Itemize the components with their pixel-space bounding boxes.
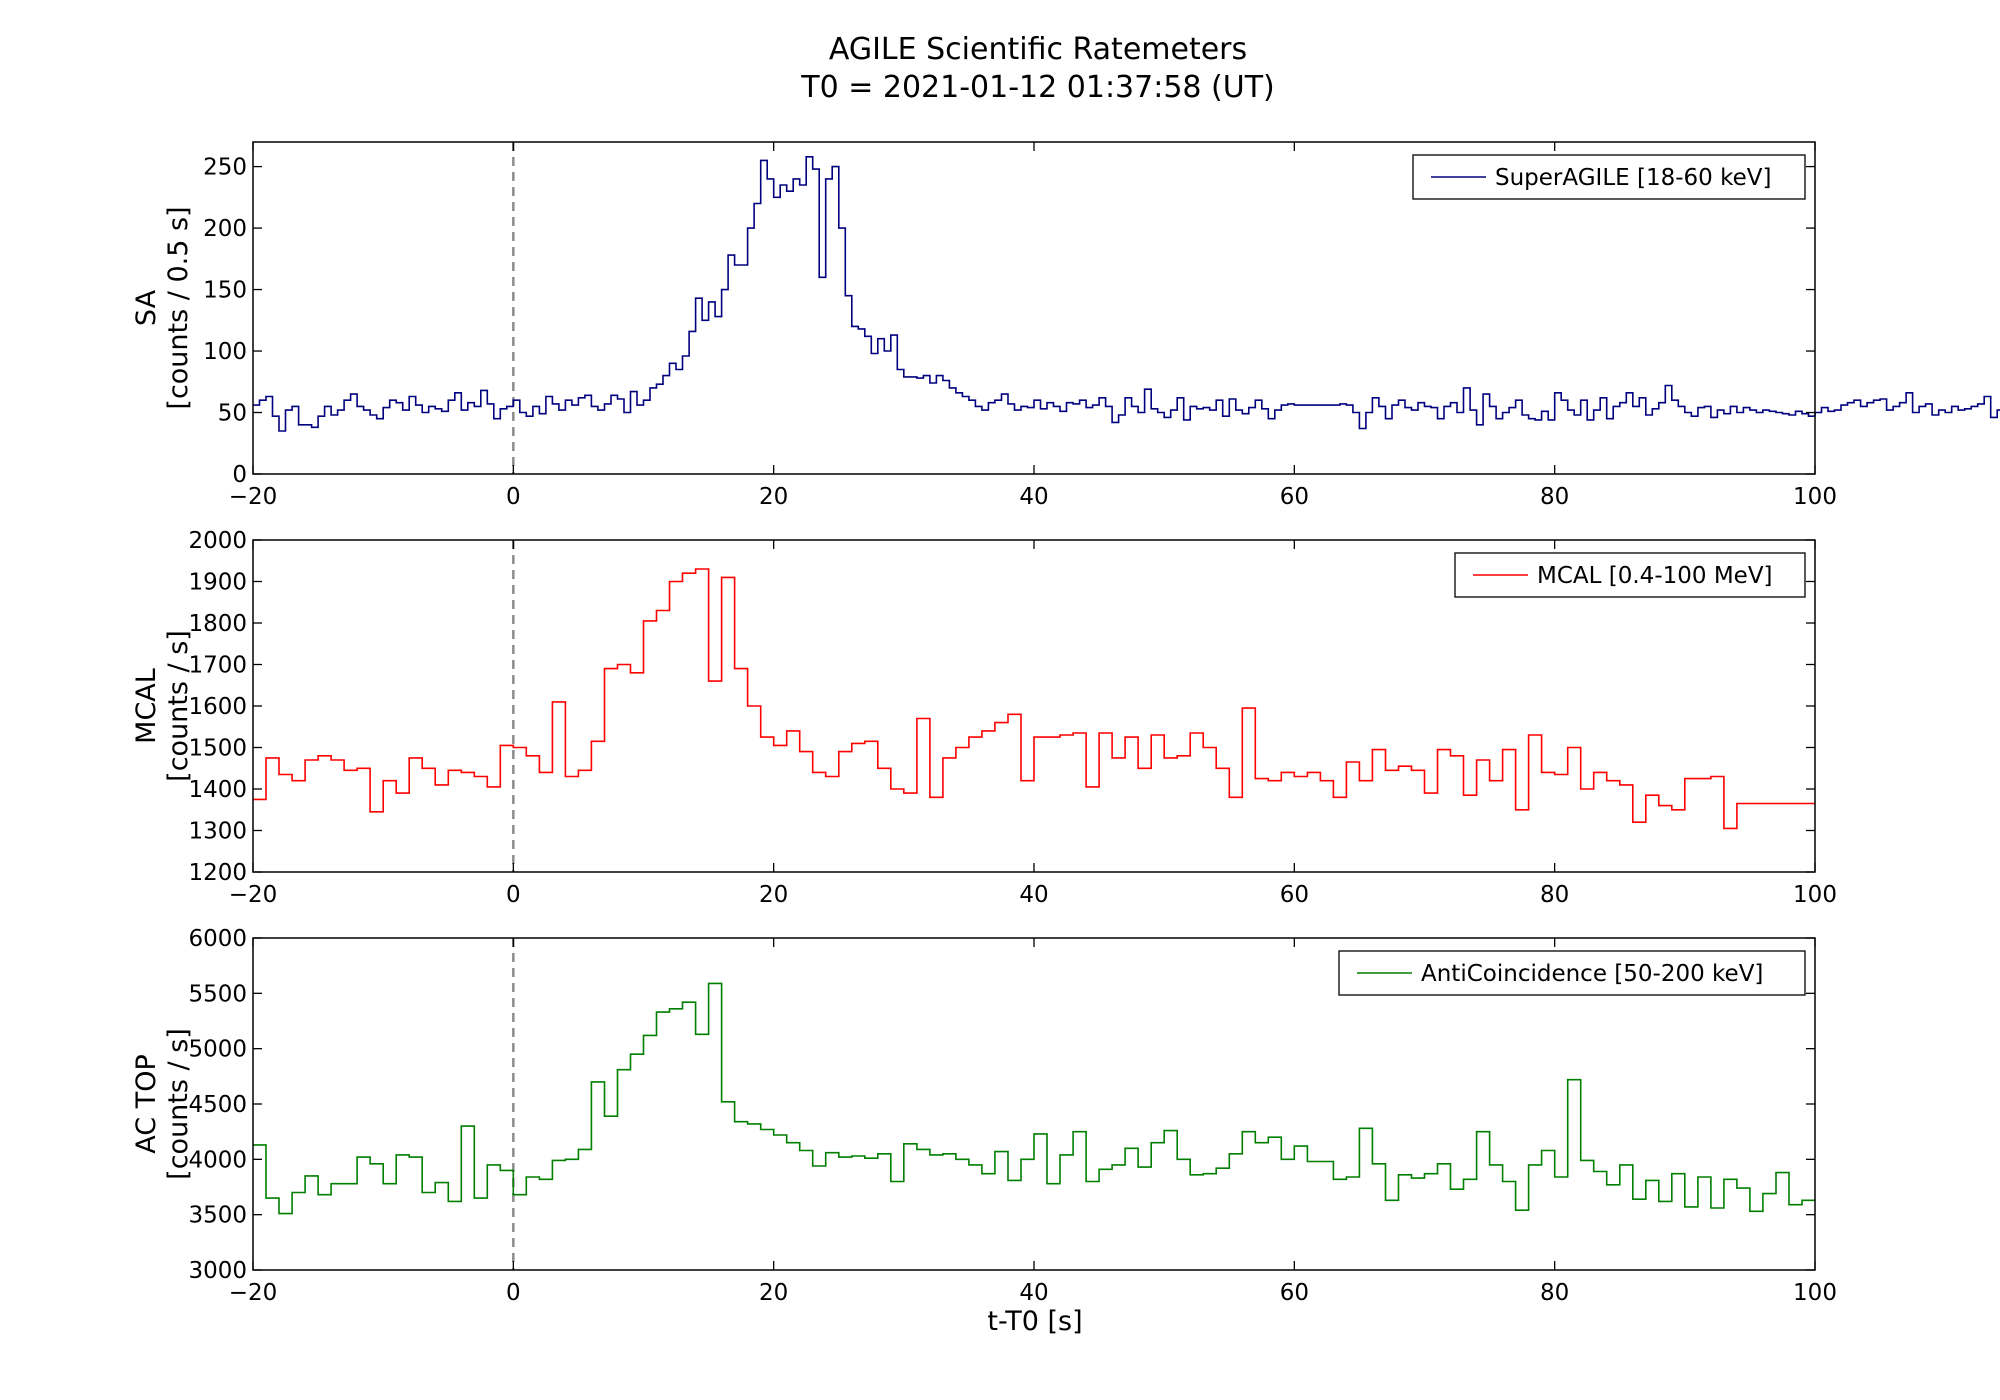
y-tick-label: 5000 xyxy=(188,1037,247,1063)
x-tick-label: 100 xyxy=(1793,882,1837,908)
y-tick-label: 4000 xyxy=(188,1147,247,1173)
x-tick-label: 100 xyxy=(1793,1280,1837,1306)
y-tick-label: 150 xyxy=(203,278,247,304)
series-line-2-0 xyxy=(253,982,1815,1215)
y-tick-label: 5500 xyxy=(188,981,247,1007)
y-tick-label: 1600 xyxy=(188,694,247,720)
y-tick-label: 200 xyxy=(203,216,247,242)
y-tick-label: 1400 xyxy=(188,777,247,803)
x-tick-label: 60 xyxy=(1280,484,1309,510)
y-tick-label: 50 xyxy=(218,401,247,427)
legend-box xyxy=(1338,950,1806,996)
x-tick-label: 20 xyxy=(759,882,788,908)
x-tick-label: 40 xyxy=(1019,882,1048,908)
x-tick-label: 60 xyxy=(1280,882,1309,908)
y-tick-label: 6000 xyxy=(188,926,247,952)
x-tick-label: 20 xyxy=(759,484,788,510)
y-tick-label: 2000 xyxy=(188,528,247,554)
x-tick-label: 100 xyxy=(1793,484,1837,510)
y-tick-label: 1500 xyxy=(188,736,247,762)
y-tick-label: 1800 xyxy=(188,611,247,637)
y-tick-label: 100 xyxy=(203,339,247,365)
y-tick-label: 1900 xyxy=(188,570,247,596)
chart-title-line2: T0 = 2021-01-12 01:37:58 (UT) xyxy=(800,70,1274,105)
x-tick-label: 0 xyxy=(506,882,521,908)
y-tick-label: 3000 xyxy=(188,1258,247,1284)
y-axis-label-line2: [counts / s] xyxy=(163,630,194,782)
legend-label: AntiCoincidence [50-200 keV] xyxy=(1421,961,1763,987)
y-axis-label-line2: [counts / 0.5 s] xyxy=(163,206,194,409)
y-tick-label: 3500 xyxy=(188,1203,247,1229)
y-axis-label-line1: AC TOP xyxy=(131,1054,162,1153)
y-tick-label: 4500 xyxy=(188,1092,247,1118)
y-tick-label: 250 xyxy=(203,155,247,181)
x-tick-label: 40 xyxy=(1019,1280,1048,1306)
legend: AntiCoincidence [50-200 keV] xyxy=(1338,950,1806,996)
x-axis-label: t-T0 [s] xyxy=(987,1306,1082,1337)
y-tick-label: 0 xyxy=(232,462,247,488)
y-axis-label-line2: [counts / s] xyxy=(163,1028,194,1180)
x-tick-label: −20 xyxy=(229,882,278,908)
series-line-1-0 xyxy=(253,568,1815,830)
x-tick-label: 80 xyxy=(1540,882,1569,908)
y-axis-label-line1: SA xyxy=(131,289,162,326)
y-tick-label: 1300 xyxy=(188,819,247,845)
x-tick-label: 0 xyxy=(506,1280,521,1306)
y-tick-label: 1200 xyxy=(188,860,247,886)
panel-2: −20 0 20 40 60 80 100 3000 3500 4000 4500 5000 5500 6… xyxy=(131,926,1837,1306)
y-tick-label: 1700 xyxy=(188,653,247,679)
legend: SuperAGILE [18-60 keV] xyxy=(1412,154,1806,200)
x-tick-label: 60 xyxy=(1280,1280,1309,1306)
x-tick-label: −20 xyxy=(229,1280,278,1306)
panel-1: −20 0 20 40 60 80 100 1200 1300 1400 1500 1600 1700 1… xyxy=(131,528,1837,908)
legend-label: MCAL [0.4-100 MeV] xyxy=(1537,563,1773,589)
y-axis-label-line1: MCAL xyxy=(131,668,162,744)
x-tick-label: 80 xyxy=(1540,484,1569,510)
chart-title-line1: AGILE Scientific Ratemeters xyxy=(829,32,1247,67)
series-line-0-0 xyxy=(253,156,2000,432)
legend-label: SuperAGILE [18-60 keV] xyxy=(1495,165,1771,191)
x-tick-label: −20 xyxy=(229,484,278,510)
x-tick-label: 40 xyxy=(1019,484,1048,510)
x-tick-label: 80 xyxy=(1540,1280,1569,1306)
legend: MCAL [0.4-100 MeV] xyxy=(1454,552,1806,598)
x-tick-label: 20 xyxy=(759,1280,788,1306)
x-tick-label: 0 xyxy=(506,484,521,510)
